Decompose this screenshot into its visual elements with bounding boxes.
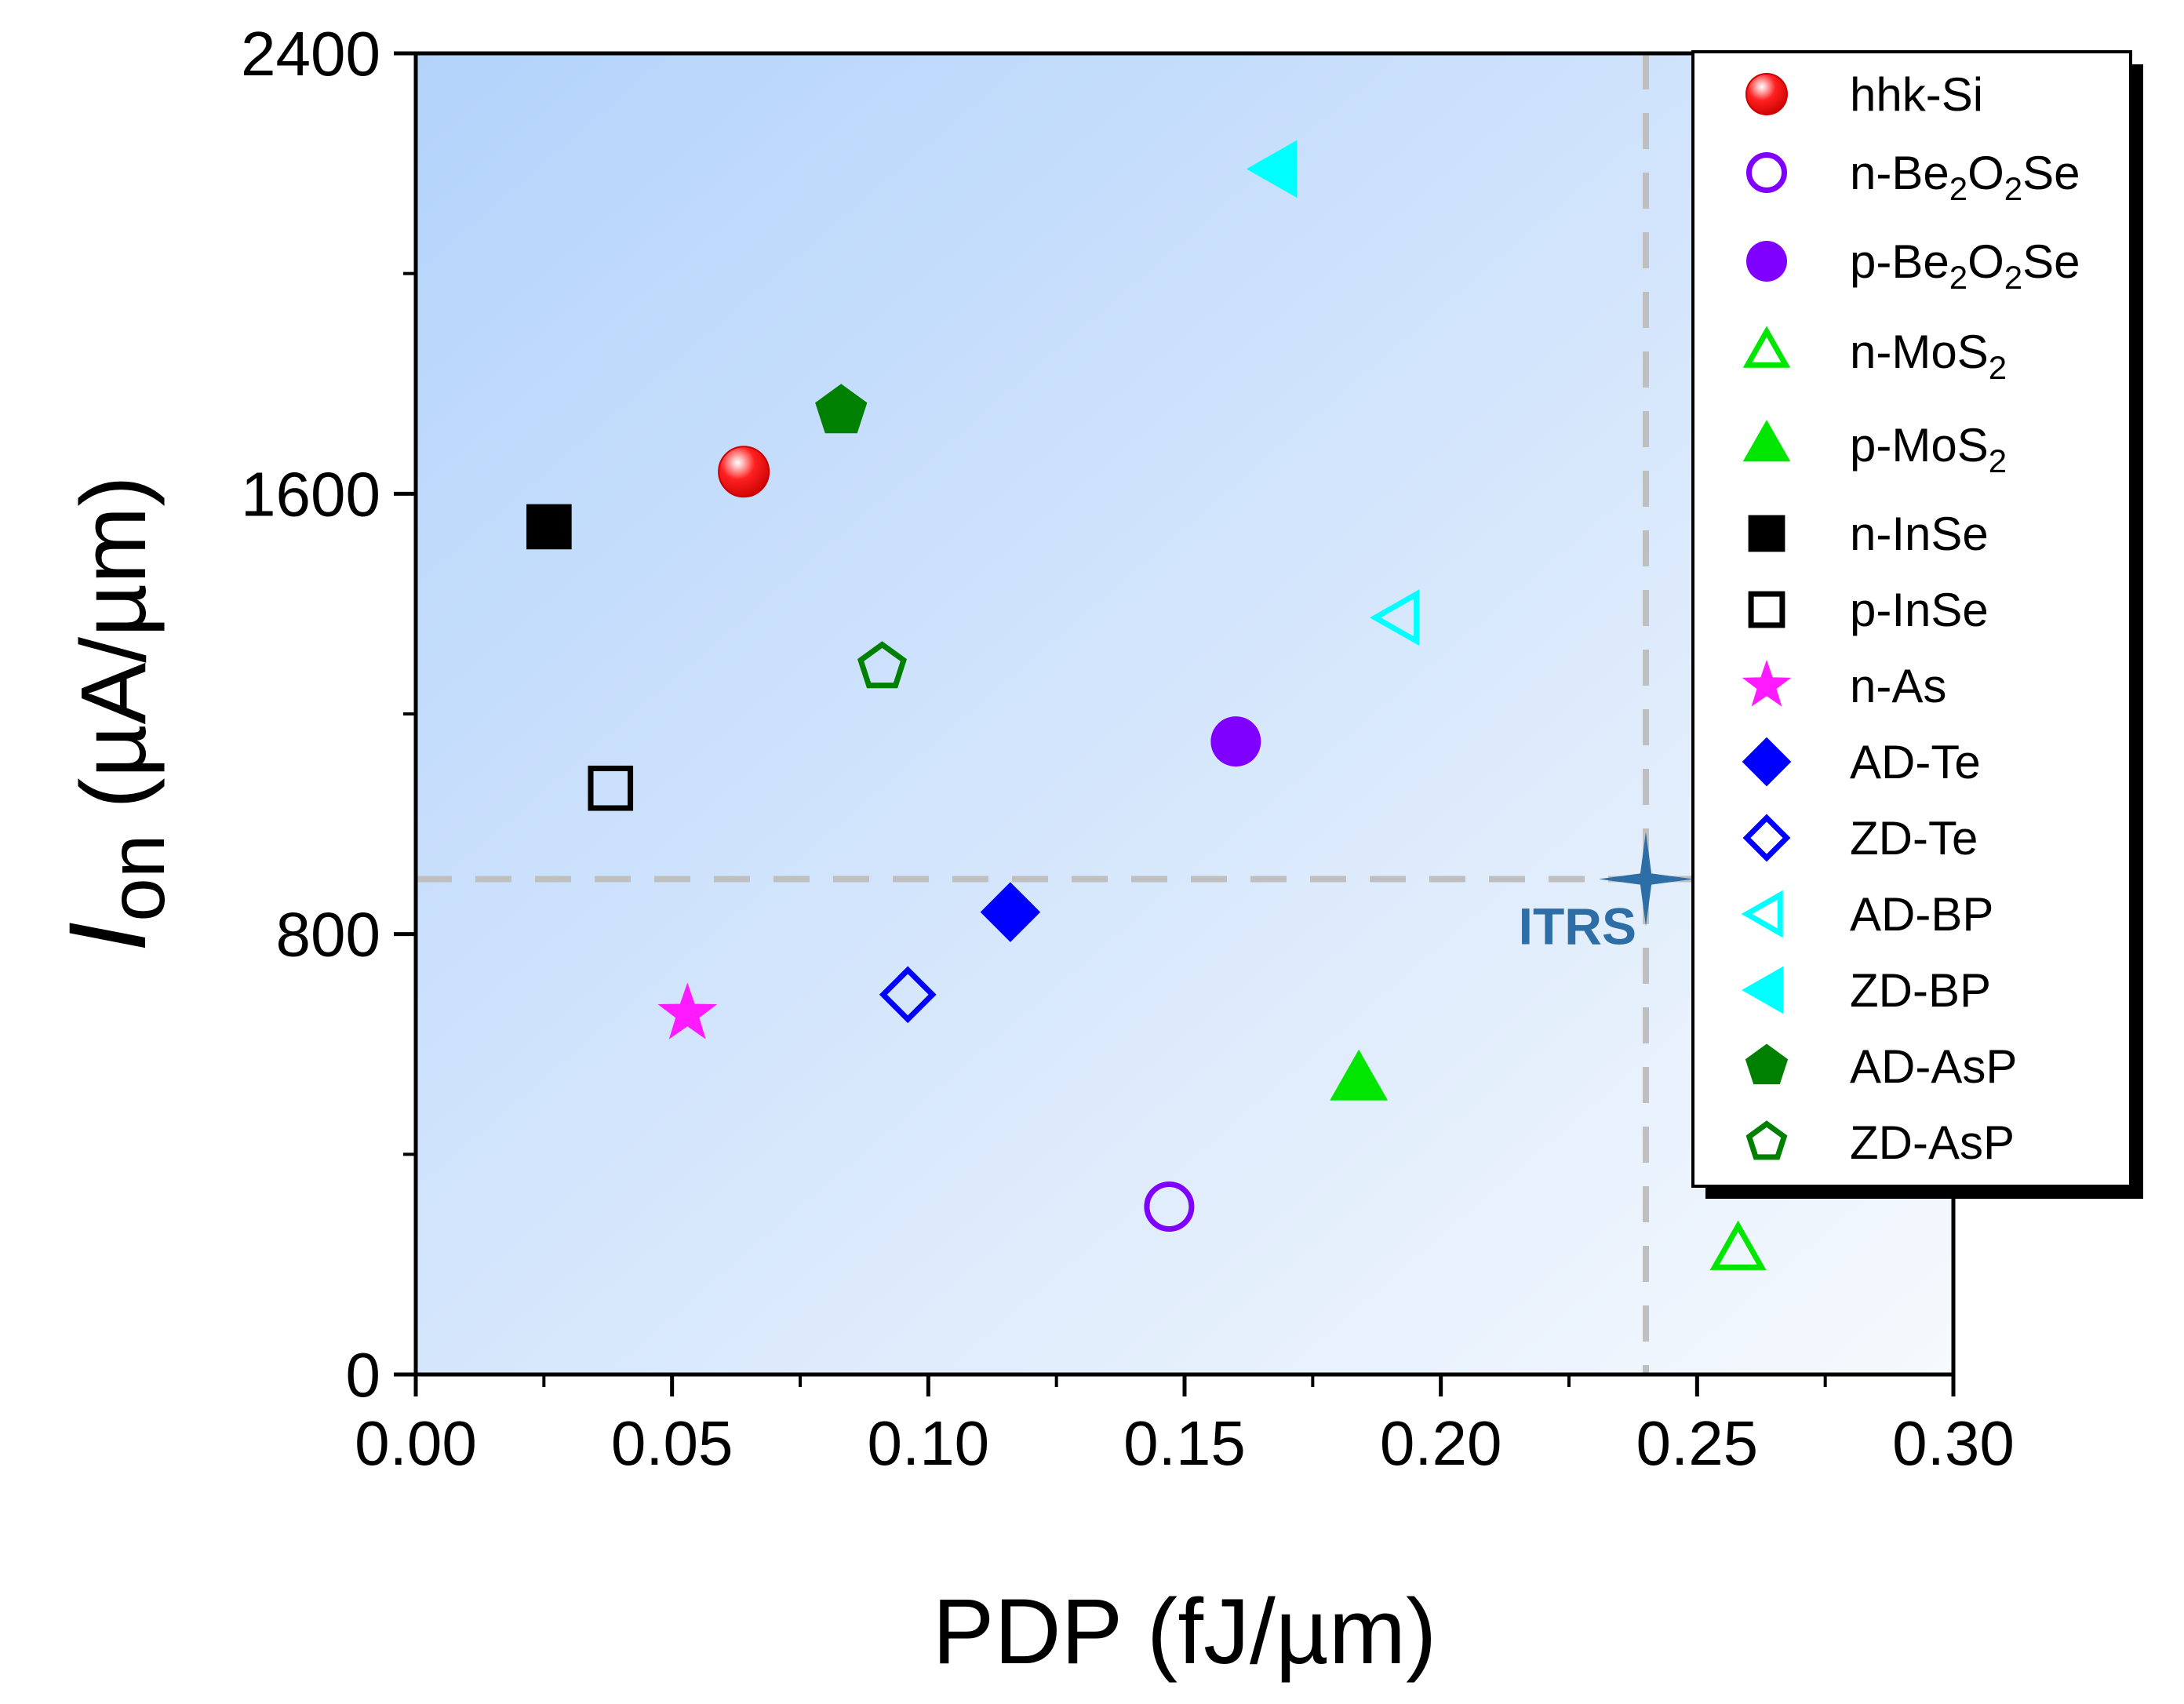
legend-label: AD-BP [1850, 888, 1993, 941]
legend-entry: n-MoS2 [1742, 326, 2007, 386]
data-point-12 [815, 384, 868, 434]
data-point-13 [857, 641, 908, 689]
axis-ticks [394, 51, 1956, 1396]
legend-label: ZD-Te [1850, 812, 1978, 865]
legend-entry: n-Be2O2Se [1746, 147, 2080, 207]
x-tick-label: 0.00 [355, 1408, 477, 1478]
y-tick-label: 800 [276, 900, 380, 970]
legend-label: n-Be2O2Se [1850, 147, 2080, 207]
itrs-marker [1599, 832, 1693, 927]
legend-marker-12 [1745, 1043, 1789, 1085]
data-point-8 [980, 882, 1041, 942]
data-point-4 [1330, 1049, 1389, 1101]
legend-label: n-MoS2 [1850, 326, 2007, 386]
data-point-6 [588, 765, 634, 811]
legend-marker-11 [1742, 966, 1784, 1014]
legend-label: n-InSe [1850, 508, 1989, 560]
data-point-1 [1144, 1181, 1195, 1232]
data-point-10 [1369, 589, 1420, 646]
legend-marker-8 [1742, 737, 1792, 787]
x-tick-label: 0.25 [1636, 1408, 1758, 1478]
legend-marker-6 [1748, 591, 1785, 628]
legend-label: AD-AsP [1850, 1040, 2017, 1093]
legend-marker-13 [1745, 1120, 1788, 1160]
legend-entry: AD-BP [1741, 888, 1993, 941]
data-point-3 [1709, 1220, 1767, 1270]
data-point-0 [718, 446, 770, 498]
legend-label: p-Be2O2Se [1850, 235, 2080, 296]
legend-entry: ZD-BP [1742, 964, 1991, 1017]
legend-marker-3 [1742, 326, 1791, 368]
legend-marker-4 [1742, 420, 1791, 462]
legend-entry: ZD-Te [1742, 812, 1978, 865]
data-point-11 [1246, 140, 1298, 198]
x-tick-label: 0.15 [1123, 1408, 1246, 1478]
legend-marker-10 [1741, 890, 1783, 938]
legend-marker-2 [1746, 241, 1787, 282]
legend-entry: ZD-AsP [1745, 1116, 2015, 1169]
x-axis-title: PDP (fJ/µm) [933, 1580, 1437, 1684]
x-tick-label: 0.05 [611, 1408, 733, 1478]
y-tick-label: 0 [346, 1340, 381, 1410]
legend-label: AD-Te [1850, 736, 1981, 788]
legend-label: hhk-Si [1850, 68, 1983, 121]
itrs-label: ITRS [1519, 898, 1636, 956]
itrs-annotation: ITRS [1519, 832, 1693, 956]
legend-entry: AD-Te [1742, 736, 1981, 788]
y-tick-label: 2400 [241, 19, 380, 89]
x-tick-label: 0.20 [1380, 1408, 1502, 1478]
x-tick-label: 0.30 [1892, 1408, 2015, 1478]
legend-marker-5 [1748, 515, 1785, 552]
legend-entry: p-MoS2 [1742, 419, 2007, 479]
legend-marker-7 [1742, 660, 1792, 707]
y-tick-label: 1600 [241, 459, 380, 529]
data-point-5 [526, 504, 572, 550]
x-tick-label: 0.10 [867, 1408, 989, 1478]
data-point-2 [1210, 716, 1261, 767]
legend-label: p-MoS2 [1850, 419, 2007, 479]
legend-entry: p-InSe [1748, 584, 1989, 636]
legend-entry: n-InSe [1748, 508, 1989, 560]
data-point-9 [879, 966, 937, 1024]
legend-entry: p-Be2O2Se [1746, 235, 2080, 296]
legend-entry: hhk-Si [1745, 68, 1983, 121]
legend-label: n-As [1850, 660, 1946, 712]
y-axis-title: Ion (µA/µm) [46, 475, 181, 952]
legend-entry: AD-AsP [1745, 1040, 2017, 1093]
legend-label: p-InSe [1850, 584, 1989, 636]
data-point-7 [657, 982, 718, 1040]
legend-marker-1 [1746, 152, 1787, 193]
legend-label: ZD-BP [1850, 964, 1991, 1017]
data-points [526, 140, 1767, 1270]
legend-label: ZD-AsP [1850, 1116, 2015, 1169]
legend-marker-9 [1742, 814, 1791, 862]
legend: hhk-Si n-Be2O2Se p-Be2O2Se n-MoS2 p-MoS2 n-In… [1691, 50, 2143, 1199]
tick-labels: 0.00 0.05 0.10 0.15 0.20 0.25 0.30 0 800 1600 2400 [241, 19, 2015, 1478]
legend-marker-0 [1745, 73, 1788, 115]
legend-entry: n-As [1742, 660, 1946, 712]
